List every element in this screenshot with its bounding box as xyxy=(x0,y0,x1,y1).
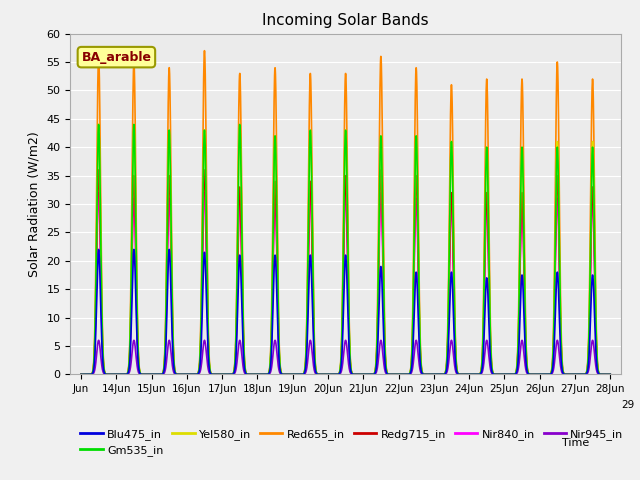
Yel580_in xyxy=(606,372,614,377)
Nir840_in xyxy=(494,372,502,377)
Nir945_in xyxy=(95,337,102,343)
Nir840_in xyxy=(606,372,614,377)
Line: Blu475_in: Blu475_in xyxy=(81,250,610,374)
Redg715_in xyxy=(494,372,502,377)
Text: BA_arable: BA_arable xyxy=(81,51,152,64)
Nir840_in xyxy=(95,190,102,195)
Y-axis label: Solar Radiation (W/m2): Solar Radiation (W/m2) xyxy=(28,131,41,277)
Red655_in xyxy=(494,372,502,377)
Grn535_in xyxy=(606,372,614,377)
Blu475_in xyxy=(606,372,614,377)
Blu475_in xyxy=(494,372,502,377)
Nir945_in xyxy=(435,372,443,377)
Redg715_in xyxy=(606,372,614,377)
Nir840_in xyxy=(77,372,85,377)
Redg715_in xyxy=(326,372,333,377)
Redg715_in xyxy=(606,372,614,377)
Blu475_in xyxy=(435,372,443,377)
Grn535_in xyxy=(606,372,614,377)
Nir945_in xyxy=(606,372,614,377)
Yel580_in xyxy=(494,372,502,377)
Grn535_in xyxy=(326,372,333,377)
Grn535_in xyxy=(77,372,85,377)
Yel580_in xyxy=(464,372,472,377)
Yel580_in xyxy=(172,371,180,377)
Nir945_in xyxy=(494,372,502,377)
Redg715_in xyxy=(77,372,85,377)
Red655_in xyxy=(172,371,180,377)
Line: Nir840_in: Nir840_in xyxy=(81,192,610,374)
Red655_in xyxy=(606,372,614,377)
Blu475_in xyxy=(464,372,472,377)
Yel580_in xyxy=(326,372,333,377)
Redg715_in xyxy=(172,371,180,377)
Line: Red655_in: Red655_in xyxy=(81,51,610,374)
Nir945_in xyxy=(172,372,180,377)
Nir945_in xyxy=(77,372,85,377)
Red655_in xyxy=(326,372,333,377)
Yel580_in xyxy=(95,121,102,127)
Yel580_in xyxy=(606,372,614,377)
Title: Incoming Solar Bands: Incoming Solar Bands xyxy=(262,13,429,28)
Redg715_in xyxy=(95,167,102,173)
Red655_in xyxy=(464,372,472,377)
Blu475_in xyxy=(95,247,102,252)
Line: Nir945_in: Nir945_in xyxy=(81,340,610,374)
Red655_in xyxy=(435,372,443,377)
Red655_in xyxy=(606,372,614,377)
Grn535_in xyxy=(95,121,102,127)
Nir840_in xyxy=(606,372,614,377)
Nir945_in xyxy=(464,372,472,377)
Legend: Blu475_in, Gm535_in, Yel580_in, Red655_in, Redg715_in, Nir840_in, Nir945_in: Blu475_in, Gm535_in, Yel580_in, Red655_i… xyxy=(76,424,628,460)
Line: Redg715_in: Redg715_in xyxy=(81,170,610,374)
Red655_in xyxy=(77,372,85,377)
Yel580_in xyxy=(435,372,443,377)
Blu475_in xyxy=(172,372,180,377)
Grn535_in xyxy=(435,372,443,377)
Nir840_in xyxy=(435,372,443,377)
Blu475_in xyxy=(77,372,85,377)
Nir945_in xyxy=(606,372,614,377)
Nir945_in xyxy=(326,372,333,377)
Blu475_in xyxy=(606,372,614,377)
Nir840_in xyxy=(464,372,472,377)
Red655_in xyxy=(201,48,209,54)
Grn535_in xyxy=(494,372,502,377)
Grn535_in xyxy=(172,371,180,377)
Grn535_in xyxy=(464,372,472,377)
Redg715_in xyxy=(464,372,472,377)
Line: Yel580_in: Yel580_in xyxy=(81,124,610,374)
Text: 29: 29 xyxy=(621,400,634,410)
Nir840_in xyxy=(172,371,180,377)
Nir840_in xyxy=(326,372,333,377)
Yel580_in xyxy=(77,372,85,377)
Text: Time: Time xyxy=(561,438,589,448)
Redg715_in xyxy=(435,372,443,377)
Blu475_in xyxy=(326,372,333,377)
Line: Grn535_in: Grn535_in xyxy=(81,124,610,374)
